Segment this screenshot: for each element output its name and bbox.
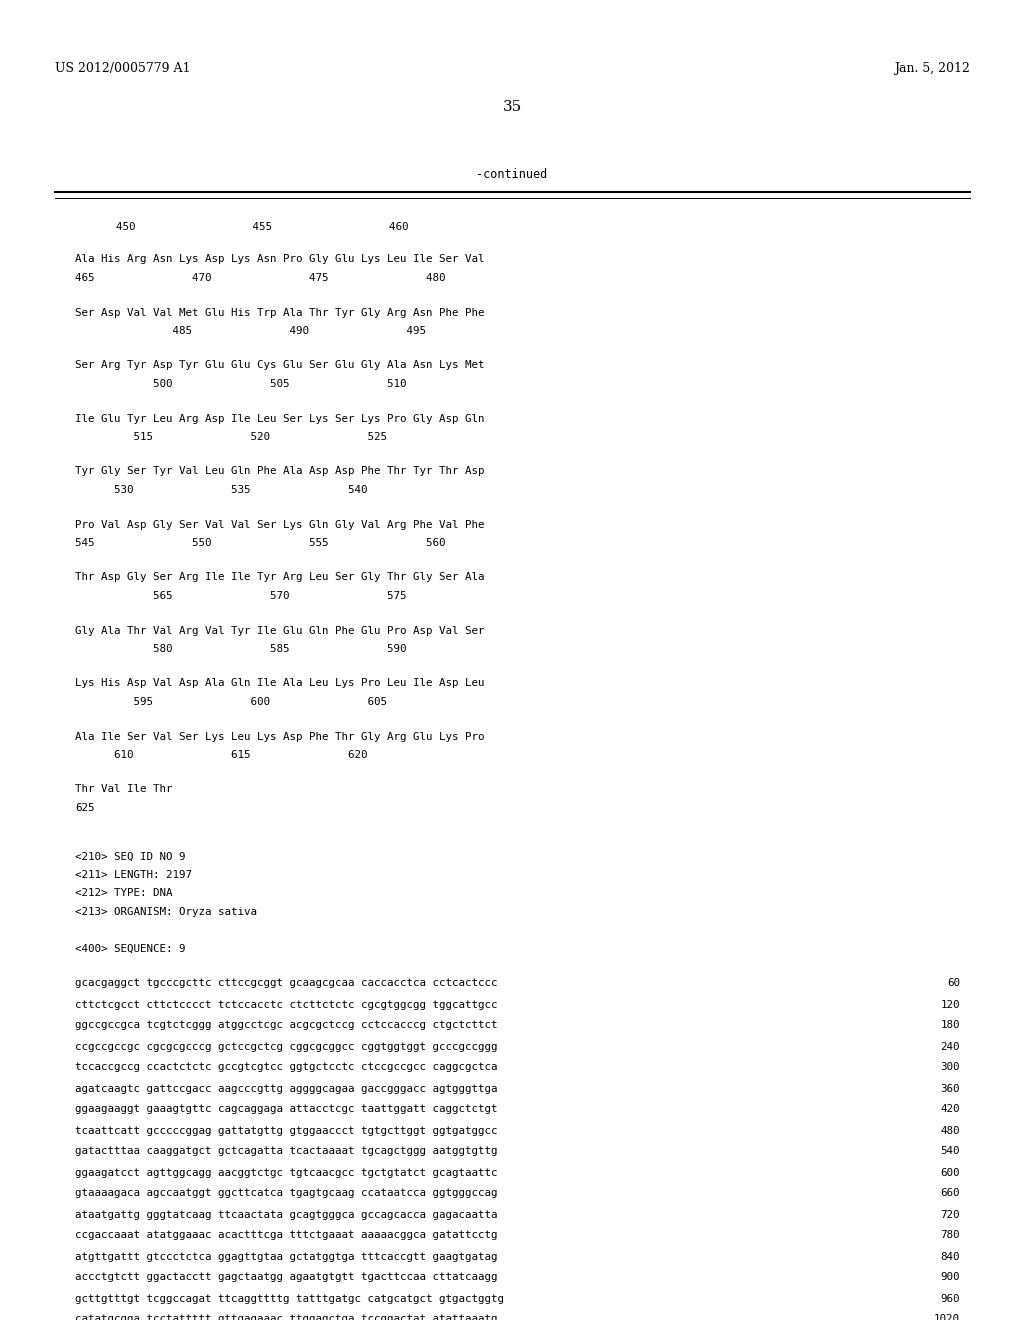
Text: Ser Asp Val Val Met Glu His Trp Ala Thr Tyr Gly Arg Asn Phe Phe: Ser Asp Val Val Met Glu His Trp Ala Thr … bbox=[75, 308, 484, 318]
Text: 500               505               510: 500 505 510 bbox=[75, 379, 407, 389]
Text: 300: 300 bbox=[940, 1063, 961, 1072]
Text: tccaccgccg ccactctctc gccgtcgtcc ggtgctcctc ctccgccgcc caggcgctca: tccaccgccg ccactctctc gccgtcgtcc ggtgctc… bbox=[75, 1063, 498, 1072]
Text: Ile Glu Tyr Leu Arg Asp Ile Leu Ser Lys Ser Lys Pro Gly Asp Gln: Ile Glu Tyr Leu Arg Asp Ile Leu Ser Lys … bbox=[75, 413, 484, 424]
Text: 450                  455                  460: 450 455 460 bbox=[90, 222, 409, 232]
Text: 565               570               575: 565 570 575 bbox=[75, 591, 407, 601]
Text: -continued: -continued bbox=[476, 168, 548, 181]
Text: ccgccgccgc cgcgcgcccg gctccgctcg cggcgcggcc cggtggtggt gcccgccggg: ccgccgccgc cgcgcgcccg gctccgctcg cggcgcg… bbox=[75, 1041, 498, 1052]
Text: gcacgaggct tgcccgcttc cttccgcggt gcaagcgcaa caccacctca cctcactccc: gcacgaggct tgcccgcttc cttccgcggt gcaagcg… bbox=[75, 978, 498, 989]
Text: 625: 625 bbox=[75, 803, 94, 813]
Text: 240: 240 bbox=[940, 1041, 961, 1052]
Text: 840: 840 bbox=[940, 1251, 961, 1262]
Text: 600: 600 bbox=[940, 1167, 961, 1177]
Text: 540: 540 bbox=[940, 1147, 961, 1156]
Text: <211> LENGTH: 2197: <211> LENGTH: 2197 bbox=[75, 870, 193, 880]
Text: Pro Val Asp Gly Ser Val Val Ser Lys Gln Gly Val Arg Phe Val Phe: Pro Val Asp Gly Ser Val Val Ser Lys Gln … bbox=[75, 520, 484, 529]
Text: 515               520               525: 515 520 525 bbox=[75, 432, 387, 442]
Text: 530               535               540: 530 535 540 bbox=[75, 484, 368, 495]
Text: catatgcgga tcctattttt gttgagaaac ttggagctga tccggactat atattaaatg: catatgcgga tcctattttt gttgagaaac ttggagc… bbox=[75, 1315, 498, 1320]
Text: 610               615               620: 610 615 620 bbox=[75, 750, 368, 760]
Text: 545               550               555               560: 545 550 555 560 bbox=[75, 539, 445, 548]
Text: tcaattcatt gcccccggag gattatgttg gtggaaccct tgtgcttggt ggtgatggcc: tcaattcatt gcccccggag gattatgttg gtggaac… bbox=[75, 1126, 498, 1135]
Text: agatcaagtc gattccgacc aagcccgttg aggggcagaa gaccgggacc agtgggttga: agatcaagtc gattccgacc aagcccgttg aggggca… bbox=[75, 1084, 498, 1093]
Text: <400> SEQUENCE: 9: <400> SEQUENCE: 9 bbox=[75, 944, 185, 954]
Text: US 2012/0005779 A1: US 2012/0005779 A1 bbox=[55, 62, 190, 75]
Text: Jan. 5, 2012: Jan. 5, 2012 bbox=[894, 62, 970, 75]
Text: 465               470               475               480: 465 470 475 480 bbox=[75, 273, 445, 282]
Text: Ala His Arg Asn Lys Asp Lys Asn Pro Gly Glu Lys Leu Ile Ser Val: Ala His Arg Asn Lys Asp Lys Asn Pro Gly … bbox=[75, 255, 484, 264]
Text: 485               490               495: 485 490 495 bbox=[75, 326, 426, 337]
Text: gatactttaa caaggatgct gctcagatta tcactaaaat tgcagctggg aatggtgttg: gatactttaa caaggatgct gctcagatta tcactaa… bbox=[75, 1147, 498, 1156]
Text: Ser Arg Tyr Asp Tyr Glu Glu Cys Glu Ser Glu Gly Ala Asn Lys Met: Ser Arg Tyr Asp Tyr Glu Glu Cys Glu Ser … bbox=[75, 360, 484, 371]
Text: accctgtctt ggactacctt gagctaatgg agaatgtgtt tgacttccaa cttatcaagg: accctgtctt ggactacctt gagctaatgg agaatgt… bbox=[75, 1272, 498, 1283]
Text: 480: 480 bbox=[940, 1126, 961, 1135]
Text: 120: 120 bbox=[940, 999, 961, 1010]
Text: Lys His Asp Val Asp Ala Gln Ile Ala Leu Lys Pro Leu Ile Asp Leu: Lys His Asp Val Asp Ala Gln Ile Ala Leu … bbox=[75, 678, 484, 689]
Text: ccgaccaaat atatggaaac acactttcga tttctgaaat aaaaacggca gatattcctg: ccgaccaaat atatggaaac acactttcga tttctga… bbox=[75, 1230, 498, 1241]
Text: ggaagatcct agttggcagg aacggtctgc tgtcaacgcc tgctgtatct gcagtaattc: ggaagatcct agttggcagg aacggtctgc tgtcaac… bbox=[75, 1167, 498, 1177]
Text: cttctcgcct cttctcccct tctccacctc ctcttctctc cgcgtggcgg tggcattgcc: cttctcgcct cttctcccct tctccacctc ctcttct… bbox=[75, 999, 498, 1010]
Text: 360: 360 bbox=[940, 1084, 961, 1093]
Text: Thr Val Ile Thr: Thr Val Ile Thr bbox=[75, 784, 172, 795]
Text: Gly Ala Thr Val Arg Val Tyr Ile Glu Gln Phe Glu Pro Asp Val Ser: Gly Ala Thr Val Arg Val Tyr Ile Glu Gln … bbox=[75, 626, 484, 635]
Text: 720: 720 bbox=[940, 1209, 961, 1220]
Text: gcttgtttgt tcggccagat ttcaggttttg tatttgatgc catgcatgct gtgactggtg: gcttgtttgt tcggccagat ttcaggttttg tatttg… bbox=[75, 1294, 504, 1304]
Text: 960: 960 bbox=[940, 1294, 961, 1304]
Text: 660: 660 bbox=[940, 1188, 961, 1199]
Text: 595               600               605: 595 600 605 bbox=[75, 697, 387, 708]
Text: ggaagaaggt gaaagtgttc cagcaggaga attacctcgc taattggatt caggctctgt: ggaagaaggt gaaagtgttc cagcaggaga attacct… bbox=[75, 1105, 498, 1114]
Text: Ala Ile Ser Val Ser Lys Leu Lys Asp Phe Thr Gly Arg Glu Lys Pro: Ala Ile Ser Val Ser Lys Leu Lys Asp Phe … bbox=[75, 731, 484, 742]
Text: Thr Asp Gly Ser Arg Ile Ile Tyr Arg Leu Ser Gly Thr Gly Ser Ala: Thr Asp Gly Ser Arg Ile Ile Tyr Arg Leu … bbox=[75, 573, 484, 582]
Text: <210> SEQ ID NO 9: <210> SEQ ID NO 9 bbox=[75, 851, 185, 862]
Text: 180: 180 bbox=[940, 1020, 961, 1031]
Text: 60: 60 bbox=[947, 978, 961, 989]
Text: gtaaaagaca agccaatggt ggcttcatca tgagtgcaag ccataatcca ggtgggccag: gtaaaagaca agccaatggt ggcttcatca tgagtgc… bbox=[75, 1188, 498, 1199]
Text: <213> ORGANISM: Oryza sativa: <213> ORGANISM: Oryza sativa bbox=[75, 907, 257, 917]
Text: 35: 35 bbox=[503, 100, 521, 114]
Text: ggccgccgca tcgtctcggg atggcctcgc acgcgctccg cctccacccg ctgctcttct: ggccgccgca tcgtctcggg atggcctcgc acgcgct… bbox=[75, 1020, 498, 1031]
Text: 780: 780 bbox=[940, 1230, 961, 1241]
Text: ataatgattg gggtatcaag ttcaactata gcagtgggca gccagcacca gagacaatta: ataatgattg gggtatcaag ttcaactata gcagtgg… bbox=[75, 1209, 498, 1220]
Text: 1020: 1020 bbox=[934, 1315, 961, 1320]
Text: 900: 900 bbox=[940, 1272, 961, 1283]
Text: <212> TYPE: DNA: <212> TYPE: DNA bbox=[75, 888, 172, 899]
Text: 580               585               590: 580 585 590 bbox=[75, 644, 407, 653]
Text: Tyr Gly Ser Tyr Val Leu Gln Phe Ala Asp Asp Phe Thr Tyr Thr Asp: Tyr Gly Ser Tyr Val Leu Gln Phe Ala Asp … bbox=[75, 466, 484, 477]
Text: atgttgattt gtccctctca ggagttgtaa gctatggtga tttcaccgtt gaagtgatag: atgttgattt gtccctctca ggagttgtaa gctatgg… bbox=[75, 1251, 498, 1262]
Text: 420: 420 bbox=[940, 1105, 961, 1114]
